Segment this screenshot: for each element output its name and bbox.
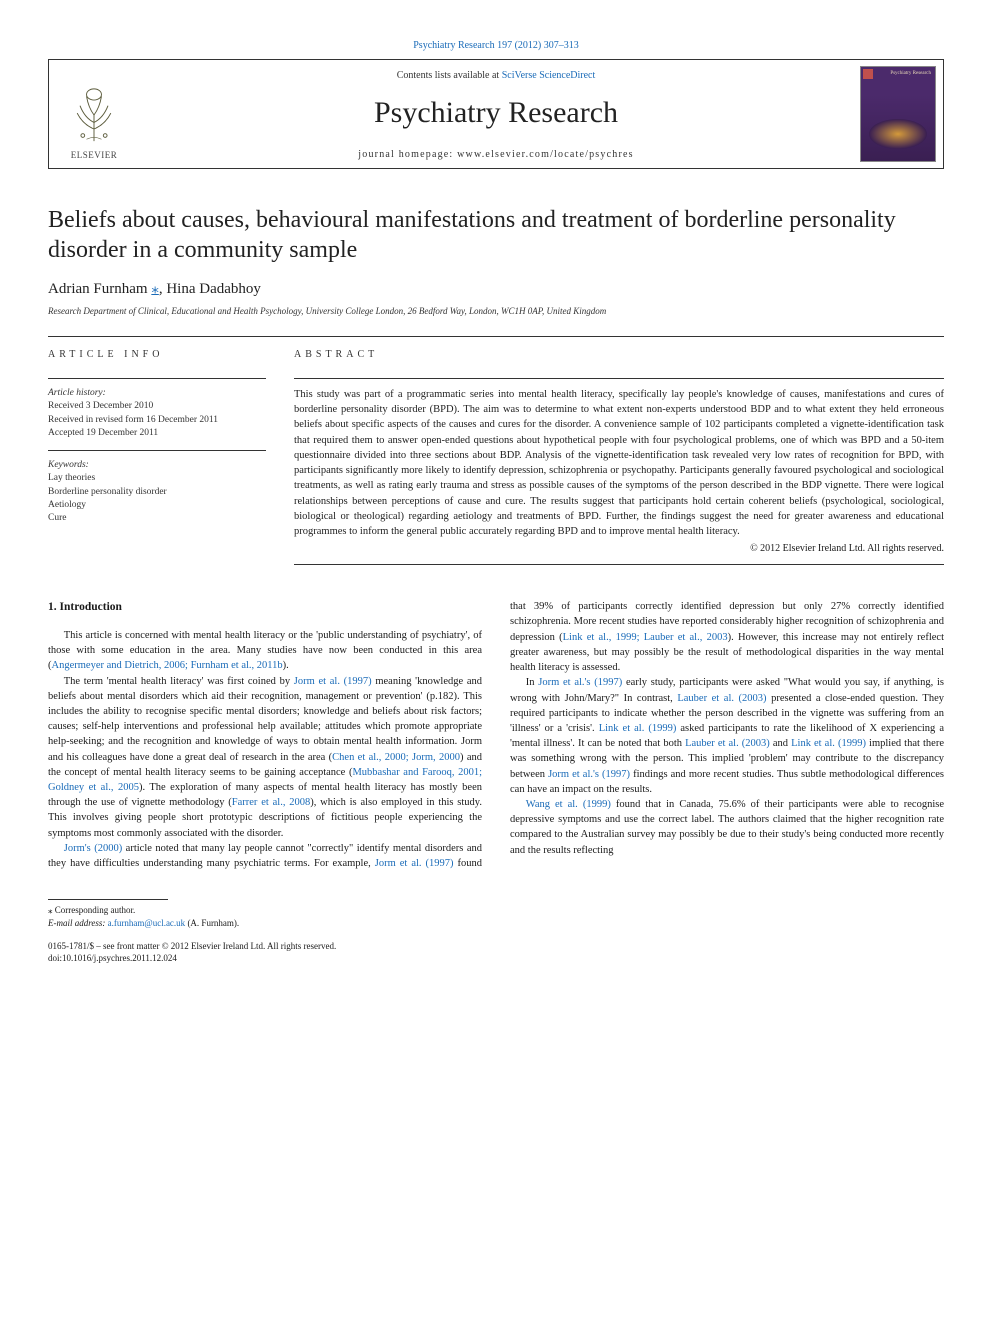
citation-link[interactable]: Link et al. (1999)	[599, 723, 677, 734]
sciencedirect-link[interactable]: SciVerse ScienceDirect	[502, 70, 596, 81]
revised-date: Received in revised form 16 December 201…	[48, 414, 266, 427]
corresponding-author-note: ⁎ Corresponding author.	[48, 904, 944, 917]
article-info-column: ARTICLE INFO Article history: Received 3…	[48, 336, 266, 573]
publisher-name: ELSEVIER	[66, 150, 122, 160]
keywords-label: Keywords:	[48, 459, 266, 472]
front-matter-line: 0165-1781/$ – see front matter © 2012 El…	[48, 940, 944, 952]
journal-homepage-line: journal homepage: www.elsevier.com/locat…	[147, 149, 845, 160]
citation-link[interactable]: Farrer et al., 2008	[232, 797, 310, 808]
citation-link[interactable]: Jorm et al. (1997)	[375, 858, 454, 869]
body-paragraph: The term 'mental health literacy' was fi…	[48, 674, 482, 841]
affiliation: Research Department of Clinical, Educati…	[48, 306, 944, 316]
contents-lists-line: Contents lists available at SciVerse Sci…	[147, 70, 845, 81]
citation-link[interactable]: Link et al. (1999)	[791, 738, 866, 749]
author-1[interactable]: Adrian Furnham	[48, 281, 151, 297]
email-label: E-mail address:	[48, 918, 108, 928]
body-paragraph: This article is concerned with mental he…	[48, 628, 482, 674]
citation-link[interactable]: Wang et al. (1999)	[526, 799, 611, 810]
citation-link[interactable]: Chen et al., 2000; Jorm, 2000	[332, 752, 460, 763]
body-paragraph: Wang et al. (1999) found that in Canada,…	[510, 797, 944, 858]
citation-link[interactable]: Jorm's (2000)	[64, 843, 122, 854]
cover-title: Psychiatry Research	[890, 71, 931, 76]
keyword: Lay theories	[48, 472, 266, 485]
journal-homepage-url[interactable]: www.elsevier.com/locate/psychres	[457, 149, 634, 160]
keyword: Aetiology	[48, 499, 266, 512]
article-title: Beliefs about causes, behavioural manife…	[48, 205, 944, 265]
abstract-copyright: © 2012 Elsevier Ireland Ltd. All rights …	[294, 543, 944, 554]
contents-prefix: Contents lists available at	[397, 70, 502, 81]
article-history-label: Article history:	[48, 387, 266, 400]
citation-link[interactable]: Angermeyer and Dietrich, 2006; Furnham e…	[52, 660, 283, 671]
citation-link[interactable]: Jorm et al. (1997)	[294, 676, 372, 687]
received-date: Received 3 December 2010	[48, 400, 266, 413]
citation-link[interactable]: Jorm et al.'s (1997)	[548, 769, 630, 780]
authors-line: Adrian Furnham ⁎, Hina Dadabhoy	[48, 279, 944, 298]
abstract-column: ABSTRACT This study was part of a progra…	[294, 336, 944, 573]
abstract-text: This study was part of a programmatic se…	[294, 387, 944, 539]
homepage-prefix: journal homepage:	[358, 149, 457, 160]
journal-citation[interactable]: Psychiatry Research 197 (2012) 307–313	[48, 40, 944, 51]
citation-link[interactable]: Link et al., 1999; Lauber et al., 2003	[563, 632, 728, 643]
journal-name: Psychiatry Research	[147, 96, 845, 130]
corresponding-email-link[interactable]: a.furnham@ucl.ac.uk	[108, 918, 186, 928]
citation-link[interactable]: Lauber et al. (2003)	[677, 693, 766, 704]
journal-header: ELSEVIER Contents lists available at Sci…	[48, 59, 944, 169]
corresponding-author-asterisk[interactable]: ⁎	[151, 281, 159, 297]
footnotes: ⁎ Corresponding author. E-mail address: …	[48, 899, 944, 963]
keyword: Cure	[48, 512, 266, 525]
keyword: Borderline personality disorder	[48, 486, 266, 499]
accepted-date: Accepted 19 December 2011	[48, 427, 266, 440]
elsevier-tree-icon	[66, 87, 122, 143]
abstract-heading: ABSTRACT	[294, 337, 944, 368]
email-suffix: (A. Furnham).	[185, 918, 239, 928]
publisher-logo-area: ELSEVIER	[49, 60, 139, 168]
citation-link[interactable]: Lauber et al. (2003)	[685, 738, 770, 749]
citation-link[interactable]: Jorm et al.'s (1997)	[538, 677, 622, 688]
doi-line[interactable]: doi:10.1016/j.psychres.2011.12.024	[48, 952, 944, 964]
author-2[interactable]: , Hina Dadabhoy	[159, 281, 261, 297]
article-body: 1. Introduction This article is concerne…	[48, 599, 944, 871]
body-paragraph: In Jorm et al.'s (1997) early study, par…	[510, 675, 944, 797]
article-info-heading: ARTICLE INFO	[48, 337, 266, 368]
journal-cover-thumbnail: Psychiatry Research	[860, 66, 936, 162]
section-heading-introduction: 1. Introduction	[48, 599, 482, 616]
